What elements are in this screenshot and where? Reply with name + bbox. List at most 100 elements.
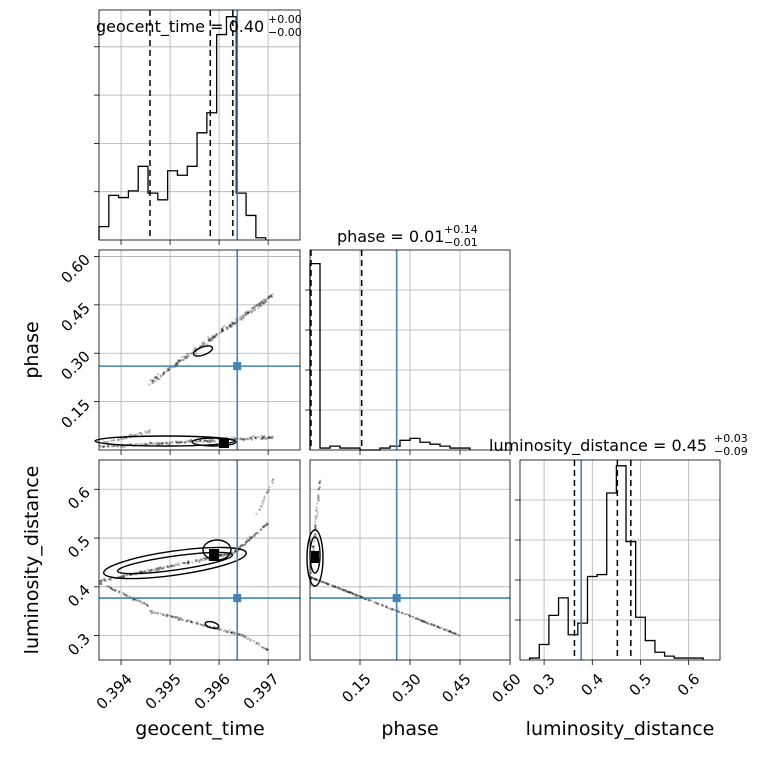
s20-point-0-114 — [170, 564, 174, 567]
s21-point-0-150 — [415, 617, 418, 621]
s10-point-1-189 — [241, 438, 244, 441]
s20-ytick-label-2: 0.5 — [64, 532, 94, 562]
s20-point-3-67 — [154, 611, 158, 615]
s10-point-1-77 — [195, 440, 198, 443]
s20-point-2-32 — [99, 582, 103, 585]
s21-point-0-155 — [342, 589, 346, 592]
s20-point-0-180 — [103, 579, 107, 583]
s10-point-0-168 — [264, 299, 267, 302]
s20-point-1-58 — [248, 539, 251, 542]
s10-point-0-125 — [232, 322, 235, 325]
s20-point-0-156 — [150, 568, 153, 571]
s20-point-3-16 — [185, 619, 188, 622]
s20-point-5-8 — [263, 497, 266, 500]
s20-point-3-6 — [195, 622, 198, 626]
s21-points — [310, 479, 461, 637]
s21-point-0-149 — [347, 591, 351, 594]
s20-point-0-168 — [123, 574, 127, 577]
s10-point-0-88 — [265, 297, 268, 300]
luminosity-distance-title-sub: −0.09 — [714, 445, 748, 458]
s21-xtick-label-1: 0.30 — [388, 670, 424, 706]
s20-point-2-28 — [107, 585, 110, 588]
s21-point-0-157 — [447, 630, 450, 633]
s20-point-1-4 — [262, 526, 265, 529]
s21-point-1-23 — [317, 498, 320, 501]
s20-point-0-103 — [125, 574, 129, 577]
s21-point-0-67 — [332, 585, 336, 588]
s20-point-0-101 — [143, 570, 147, 573]
s10-point-1-120 — [175, 440, 178, 444]
s21-point-0-142 — [432, 624, 436, 627]
s10-point-1-52 — [199, 439, 202, 442]
s20-ytick-label-1: 0.4 — [64, 581, 94, 611]
s20-point-2-53 — [132, 599, 135, 602]
s10-point-0-66 — [232, 321, 235, 324]
s20-point-3-56 — [172, 616, 175, 619]
s20-point-0-179 — [195, 558, 198, 561]
s20-point-0-100 — [120, 574, 124, 578]
s10-point-1-62 — [145, 443, 148, 446]
s21-point-0-113 — [376, 602, 380, 605]
s20-point-0-191 — [138, 570, 141, 573]
s21-point-1-77 — [315, 509, 318, 512]
x-axis-title-luminosity-distance: luminosity_distance — [526, 718, 715, 740]
s21-point-1-8 — [318, 481, 321, 485]
s21-point-0-52 — [446, 628, 449, 631]
s21-point-1-60 — [316, 494, 320, 498]
h0-bar-13 — [226, 17, 236, 240]
s21-point-1-20 — [312, 544, 315, 548]
s10-point-1-99 — [261, 436, 264, 439]
s10-point-0-212 — [229, 323, 232, 326]
s20-point-3-5 — [151, 612, 155, 615]
s20-point-0-143 — [221, 555, 224, 558]
s10-point-0-4 — [162, 371, 166, 374]
s21-point-0-80 — [377, 602, 380, 606]
s20-point-1-68 — [263, 524, 266, 527]
s10-ytick-label-2: 0.45 — [57, 299, 93, 335]
s10-point-0-241 — [230, 325, 233, 329]
s20-point-1-19 — [253, 535, 256, 538]
s21-point-0-124 — [342, 588, 345, 592]
s10-point-1-83 — [106, 444, 109, 448]
s20-point-3-19 — [149, 609, 152, 612]
s10-point-1-123 — [211, 440, 214, 443]
s10-point-0-25 — [213, 336, 216, 339]
s20-point-1-5 — [250, 535, 254, 539]
s10-point-1-114 — [232, 436, 235, 439]
s20-point-3-61 — [149, 610, 152, 613]
s20-point-3-27 — [203, 625, 207, 628]
s20-point-0-90 — [219, 554, 222, 557]
s10-point-1-71 — [265, 437, 268, 440]
s20-point-2-40 — [143, 602, 147, 605]
s10-point-0-206 — [259, 301, 263, 305]
s20-point-0-185 — [186, 562, 190, 565]
s10-point-1-188 — [167, 443, 170, 446]
s10-point-1-119 — [156, 443, 159, 446]
s10-point-1-181 — [260, 437, 264, 440]
s10-point-1-182 — [253, 436, 257, 439]
h0-bar-3 — [128, 191, 138, 240]
s20-point-0-162 — [173, 563, 176, 567]
s21-point-0-84 — [343, 588, 347, 592]
s21-point-0-186 — [444, 628, 447, 631]
s20-point-5-15 — [271, 481, 274, 485]
s21-point-0-228 — [312, 577, 316, 580]
s20-point-3-39 — [233, 632, 236, 635]
s20-point-0-60 — [144, 570, 147, 573]
s10-point-0-195 — [220, 328, 223, 331]
s21-point-0-216 — [442, 628, 446, 631]
s10-point-0-156 — [207, 336, 210, 339]
s10-point-0-139 — [258, 303, 261, 306]
s10-point-0-119 — [151, 379, 154, 383]
s20-point-0-8 — [219, 553, 223, 556]
s10-point-1-9 — [244, 437, 247, 440]
s21-point-1-54 — [314, 515, 317, 518]
s21-point-0-110 — [392, 608, 395, 611]
s20-point-3-59 — [168, 614, 171, 617]
s10-point-1-195 — [117, 445, 120, 448]
s21-point-0-11 — [419, 619, 423, 622]
s20-point-3-97 — [181, 619, 184, 622]
s10-point-0-228 — [251, 309, 254, 312]
s21-point-0-156 — [404, 613, 407, 616]
s20-point-0-173 — [158, 567, 161, 570]
